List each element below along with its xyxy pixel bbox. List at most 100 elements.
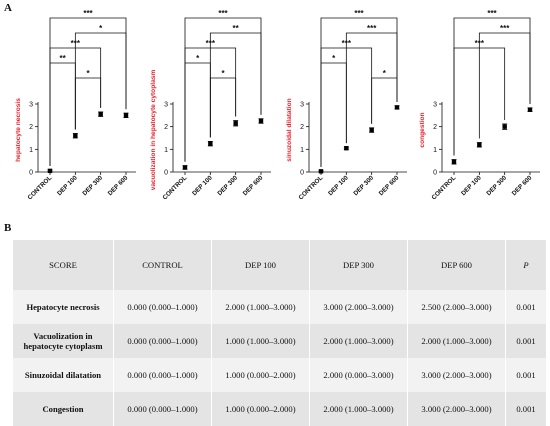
header-dep100: DEP 100 [211, 240, 310, 290]
y-tick-label: 3 [164, 102, 168, 109]
significance-bracket: *** [453, 39, 506, 156]
table-row: Vacuolization in hepatocyte cytoplasm 0.… [13, 324, 546, 358]
table-cell: 0.000 (0.000–1.000) [113, 324, 212, 358]
x-tick-label: DEP 300 [352, 174, 375, 197]
significance-label: *** [475, 39, 485, 48]
significance-label: *** [487, 10, 497, 18]
significance-label: * [99, 24, 103, 33]
x-tick-label: DEP 100 [56, 174, 79, 197]
table-cell: 0.000 (0.000–1.000) [113, 290, 212, 324]
header-control: CONTROL [113, 240, 212, 290]
significance-label: ** [60, 54, 67, 63]
y-tick-label: 0 [433, 170, 437, 177]
significance-bracket: *** [453, 10, 531, 156]
y-axis-label: hepatocyte necrosis [15, 98, 22, 162]
row-label: Sinuzoidal dilatation [24, 370, 102, 380]
data-point [502, 124, 507, 129]
table-row: Sinuzoidal dilatation 0.000 (0.000–1.000… [13, 358, 546, 392]
y-tick-label: 0 [164, 170, 168, 177]
significance-label: * [86, 69, 90, 78]
table-cell: 1.000 (0.000–2.000) [211, 392, 310, 426]
significance-bracket: ** [49, 54, 76, 166]
data-point [233, 121, 238, 126]
significance-label: *** [367, 24, 377, 33]
data-point [182, 165, 188, 170]
bracket-line [453, 47, 506, 156]
table-cell: 2.000 (1.000–3.000) [309, 324, 408, 358]
bracket-line [320, 17, 398, 167]
significance-bracket: * [184, 54, 211, 162]
table-row: Hepatocyte necrosis 0.000 (0.000–1.000) … [13, 290, 546, 324]
table-cell: 0.000 (0.000–1.000) [113, 392, 212, 426]
row-label: Hepatocyte necrosis [26, 302, 100, 312]
x-tick-label: DEP 600 [107, 174, 130, 197]
y-tick-label: 1 [433, 147, 437, 154]
bracket-line [184, 17, 262, 162]
significance-bracket: * [371, 69, 398, 124]
x-tick-label: DEP 600 [378, 174, 401, 197]
y-axis-label: congestion [419, 112, 426, 147]
data-point [451, 159, 457, 164]
table-cell: 2.000 (1.000–3.000) [309, 392, 408, 426]
table-cell: 1.000 (0.000–2.000) [211, 358, 310, 392]
data-point [318, 169, 324, 174]
data-point [208, 141, 213, 146]
y-tick-label: 2 [433, 124, 437, 131]
data-point [123, 113, 129, 118]
significance-bracket: * [320, 54, 347, 167]
table-cell: 2.000 (1.000–3.000) [407, 324, 506, 358]
bracket-line [49, 62, 76, 166]
data-point [527, 107, 533, 112]
panel-b-label: B [4, 222, 12, 234]
data-point [73, 133, 78, 138]
x-tick-label: DEP 300 [81, 174, 104, 197]
y-tick-label: 1 [300, 147, 304, 154]
bracket-line [209, 77, 237, 138]
y-tick-label: 0 [29, 170, 33, 177]
x-tick-label: DEP 600 [511, 174, 534, 197]
score-table: SCORE CONTROL DEP 100 DEP 300 DEP 600 P … [13, 240, 546, 426]
x-tick-label: CONTROL [161, 174, 188, 201]
y-tick-label: 2 [164, 124, 168, 131]
x-tick-label: DEP 300 [485, 174, 508, 197]
x-tick-label: DEP 300 [216, 174, 239, 197]
x-tick-label: CONTROL [26, 174, 53, 201]
significance-bracket: * [74, 69, 102, 130]
header-dep600: DEP 600 [407, 240, 506, 290]
significance-label: ** [233, 24, 240, 33]
y-tick-label: 1 [29, 147, 33, 154]
row-label: Vacuolization in hepatocyte cytoplasm [23, 331, 103, 351]
bracket-line [49, 17, 127, 166]
table-cell: 2.000 (1.000–3.000) [211, 290, 310, 324]
bracket-line [74, 77, 102, 130]
table-cell: 0.001 [505, 290, 546, 324]
significance-label: * [196, 54, 200, 63]
y-tick-label: 2 [29, 124, 33, 131]
header-dep300: DEP 300 [309, 240, 408, 290]
table-cell: 2.500 (2.000–3.000) [407, 290, 506, 324]
x-tick-label: CONTROL [297, 174, 324, 201]
significance-label: *** [500, 24, 510, 33]
hepatocyte-necrosis-chart: 0 1 2 3 CONTROL DEP 100 DEP 300 DEP 600 hepatocy… [15, 10, 136, 201]
vacuolization-chart: 0 1 2 3 CONTROL DEP 100 DEP 300 DEP 600 vacuoliz… [150, 10, 271, 201]
significance-bracket: *** [320, 10, 398, 167]
header-score: SCORE [49, 260, 77, 270]
x-tick-label: DEP 600 [242, 174, 265, 197]
table-cell: 2.000 (0.000–3.000) [309, 358, 408, 392]
header-p: P [505, 240, 546, 290]
panel-a-label: A [4, 2, 12, 14]
y-axis-label: sinuzoidal dilatation [286, 98, 293, 161]
significance-label: *** [71, 39, 81, 48]
data-point [344, 146, 349, 151]
x-tick-label: CONTROL [430, 174, 457, 201]
data-point [47, 168, 53, 174]
significance-label: *** [83, 10, 93, 18]
significance-label: *** [206, 39, 216, 48]
x-tick-label: DEP 100 [327, 174, 350, 197]
significance-label: *** [218, 10, 228, 18]
significance-label: * [383, 69, 387, 78]
x-tick-label: DEP 100 [460, 174, 483, 197]
y-tick-label: 1 [164, 147, 168, 154]
y-tick-label: 0 [300, 170, 304, 177]
significance-label: * [332, 54, 336, 63]
